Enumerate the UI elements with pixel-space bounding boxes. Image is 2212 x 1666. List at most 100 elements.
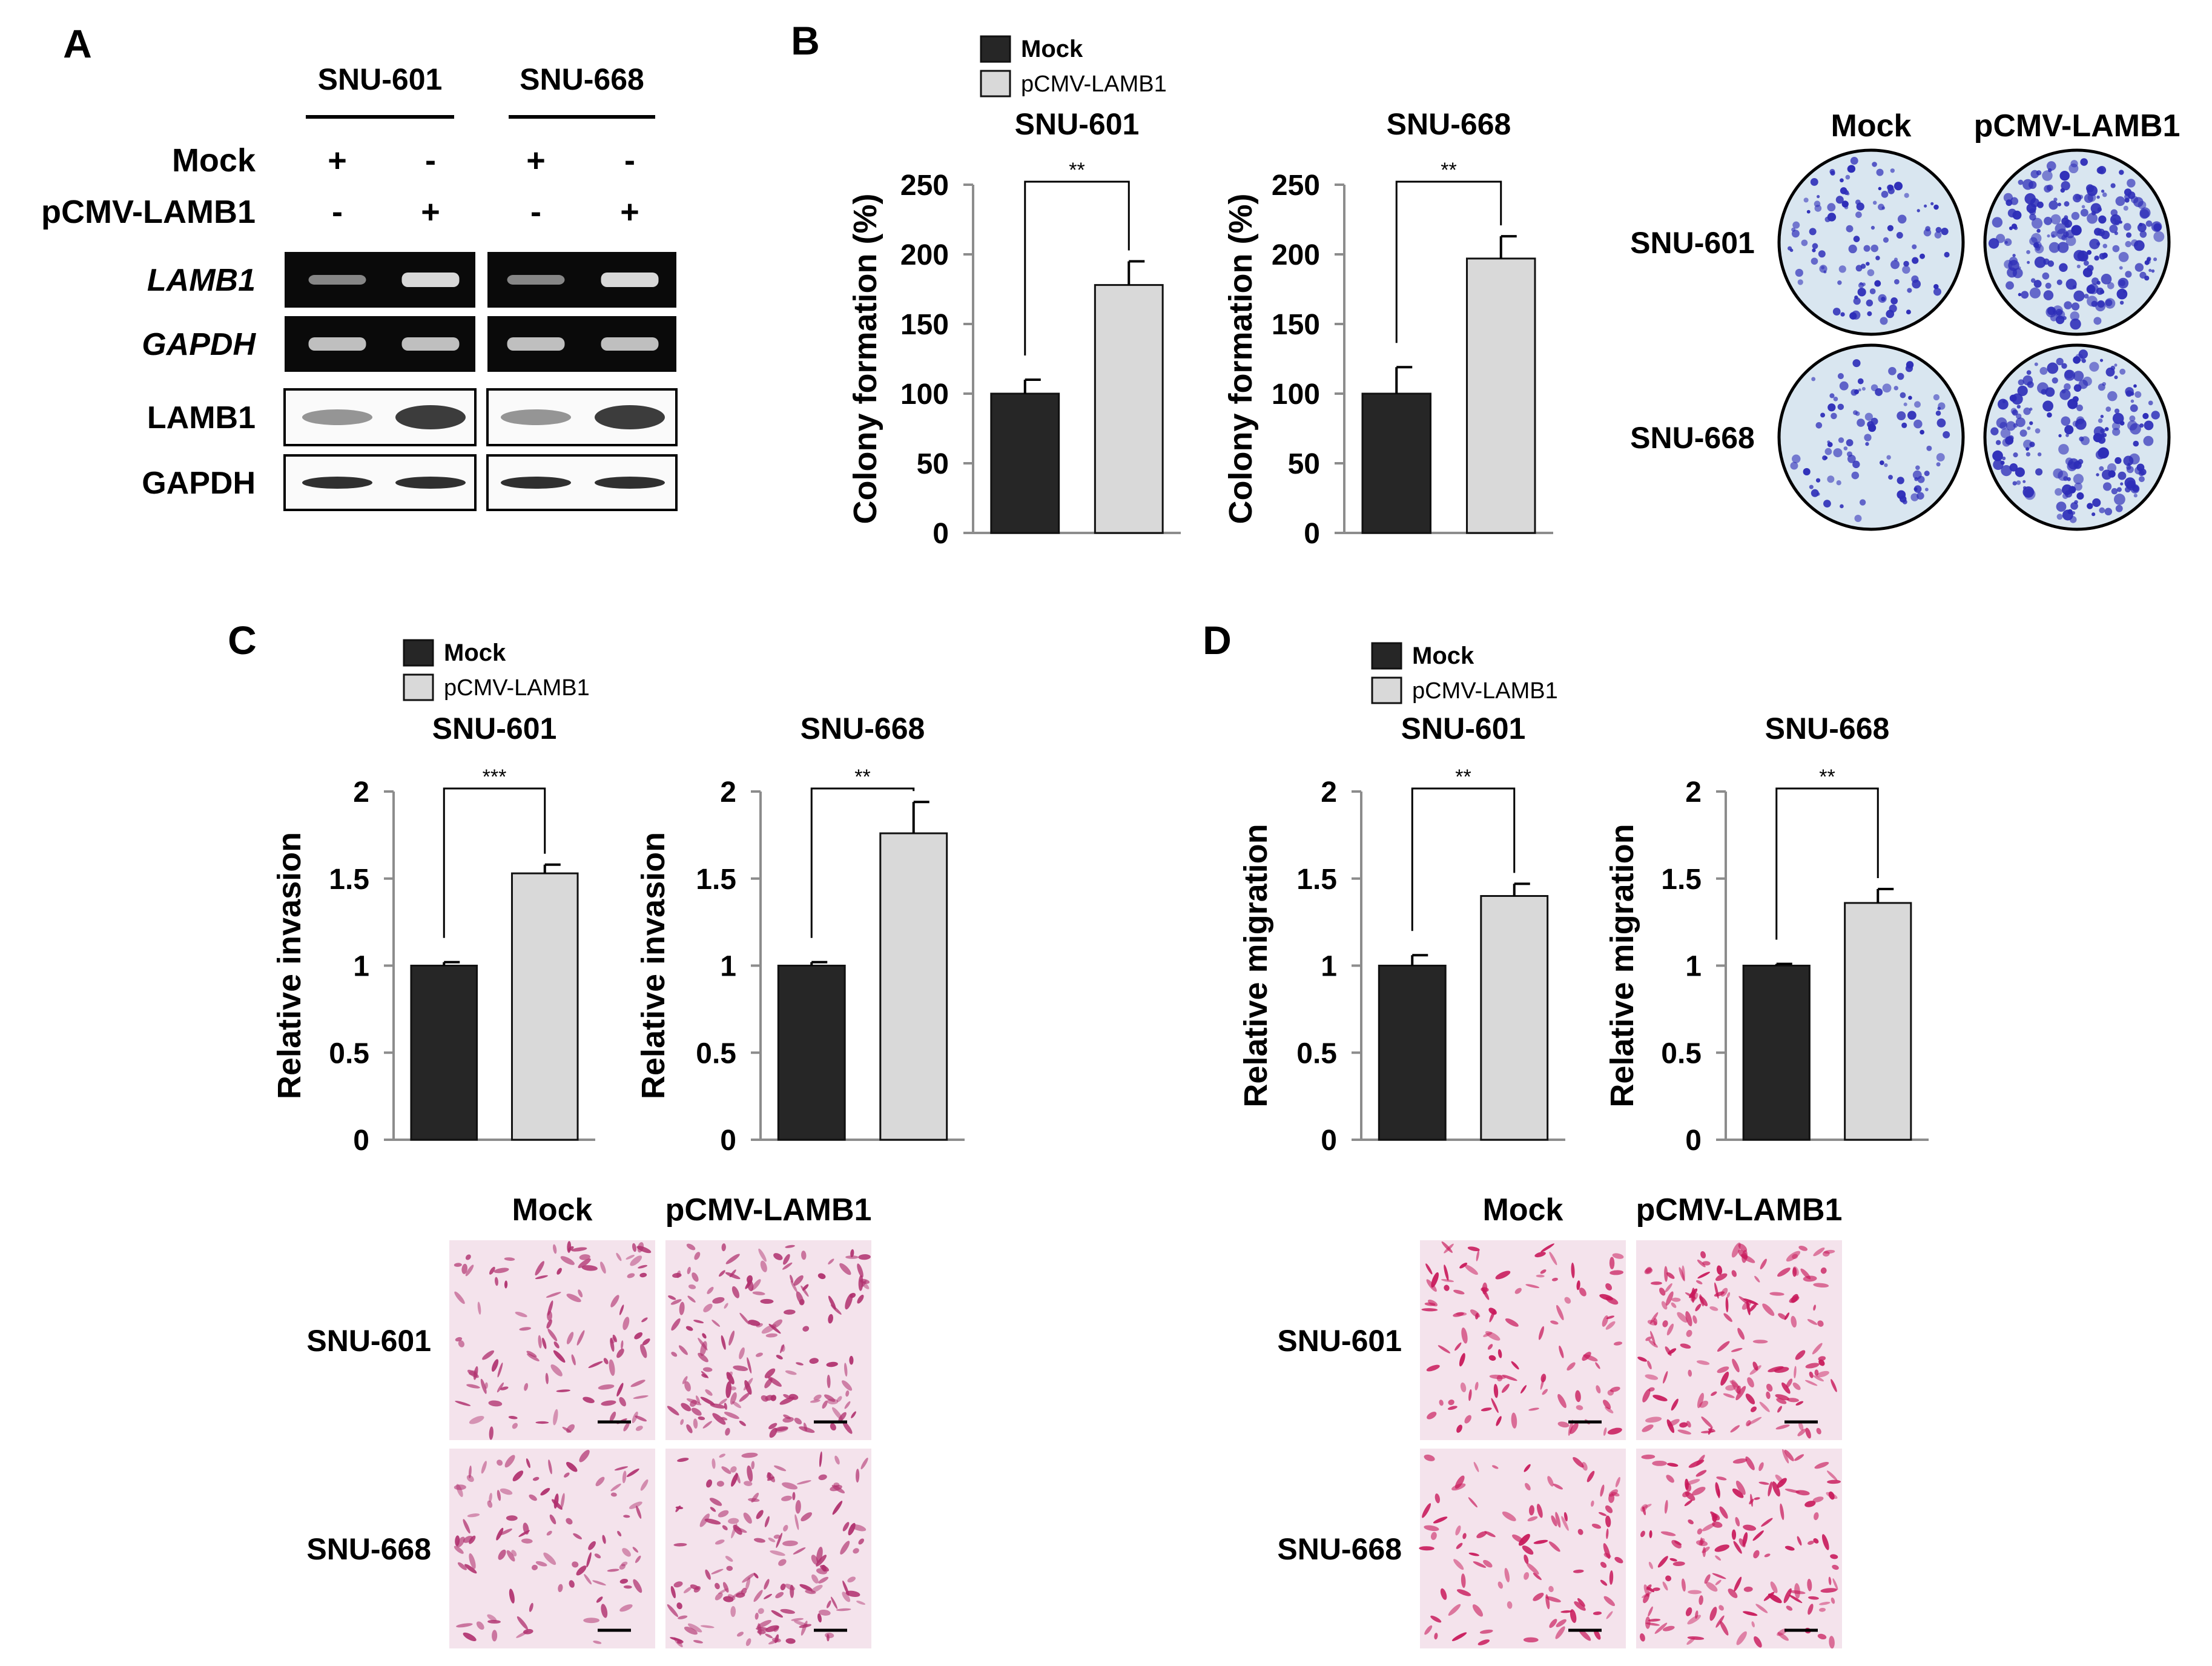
stained-cell [794, 1514, 799, 1530]
stained-cell [548, 1459, 552, 1475]
colony-dot [1850, 389, 1858, 396]
stained-cell [1809, 1371, 1814, 1378]
stained-cell [668, 1295, 676, 1300]
stained-cell [1600, 1484, 1605, 1497]
stained-cell [1777, 1406, 1782, 1413]
stained-cell [497, 1459, 503, 1466]
treatment-mark: + [421, 194, 440, 230]
colony-dot [1995, 234, 2006, 243]
stained-cell [845, 1390, 850, 1397]
stained-cell [1606, 1315, 1615, 1320]
stained-cell [1697, 1528, 1703, 1535]
stained-cell [827, 1398, 839, 1404]
stained-cell [724, 1412, 739, 1420]
stained-cell [667, 1604, 679, 1618]
stained-cell [831, 1596, 838, 1609]
stained-cell [793, 1547, 806, 1555]
stained-cell [1780, 1503, 1784, 1520]
stained-cell [1700, 1430, 1714, 1433]
stained-cell [1804, 1380, 1818, 1386]
colony-dot [1917, 209, 1920, 213]
stained-cell [1605, 1283, 1613, 1291]
stained-cell [712, 1413, 726, 1425]
colony-dot [2082, 376, 2092, 386]
significance-bracket [1411, 787, 1516, 931]
colony-dot [1853, 297, 1861, 305]
bar-pcmv-lamb1 [879, 832, 948, 1141]
stained-cell [1715, 1482, 1720, 1497]
stained-cell [1542, 1389, 1548, 1395]
stained-cell [687, 1623, 702, 1633]
stained-cell [1662, 1625, 1675, 1631]
stained-cell [842, 1421, 853, 1434]
stained-cell [1444, 1243, 1454, 1254]
colony-dot [2069, 516, 2077, 523]
stained-cell [1642, 1504, 1652, 1509]
colony-dot [1839, 381, 1849, 391]
colony-dot [2042, 400, 2054, 412]
stained-cell [1491, 1465, 1499, 1469]
stained-cell [752, 1291, 765, 1295]
stained-cell [736, 1592, 745, 1598]
stained-cell [1640, 1633, 1645, 1642]
stained-cell [774, 1465, 787, 1472]
stained-cell [688, 1284, 696, 1289]
stained-cell [469, 1553, 476, 1569]
stained-cell [641, 1317, 648, 1323]
stained-cell [640, 1479, 649, 1491]
colony-dot [2018, 379, 2024, 386]
colony-dot [1860, 263, 1866, 269]
stained-cell [1586, 1470, 1595, 1483]
colony-dot [2034, 256, 2046, 268]
colony-dot [2097, 300, 2105, 308]
stained-cell [592, 1580, 606, 1585]
stained-cell [1786, 1605, 1793, 1611]
colony-dot [1870, 384, 1878, 392]
stained-cell [711, 1568, 724, 1575]
stained-cell [1483, 1559, 1493, 1568]
bar-chart: SNU-601 Colony formation (%) 0 50 100 150 200 2… [847, 107, 1181, 550]
stained-cell [754, 1612, 759, 1620]
stained-cell [765, 1625, 779, 1632]
colony-dot [2129, 415, 2136, 422]
colony-dot [1912, 257, 1919, 264]
colony-dot [1847, 454, 1856, 463]
colony-dot [2067, 477, 2071, 481]
colony-dot [2073, 384, 2082, 392]
treatment-row-label: Mock [172, 142, 256, 179]
stained-cell [1800, 1268, 1811, 1280]
colony-dot [1906, 309, 1911, 315]
stained-cell [1818, 1607, 1826, 1612]
stained-cell [1527, 1516, 1538, 1522]
stained-cell [1781, 1382, 1791, 1394]
stained-cell [497, 1382, 504, 1393]
colony-dot [1900, 392, 1906, 398]
colony-dot [2098, 418, 2103, 423]
colony-dot [2004, 238, 2012, 246]
stained-cell [1549, 1619, 1557, 1628]
stained-cell [1648, 1387, 1655, 1392]
stained-cell [1735, 1480, 1746, 1495]
stained-cell [637, 1242, 644, 1253]
stained-cell [1511, 1412, 1517, 1429]
stained-cell [1645, 1336, 1652, 1341]
stained-cell [573, 1533, 583, 1539]
colony-dot [2016, 405, 2021, 409]
stained-cell [1606, 1611, 1613, 1619]
significance-label: ** [1441, 159, 1456, 182]
stained-cell [745, 1638, 751, 1647]
stained-cell [1424, 1525, 1439, 1532]
stained-cell [1613, 1341, 1623, 1346]
stained-cell [466, 1384, 480, 1389]
stained-cell [1468, 1389, 1472, 1401]
stained-cell [1468, 1497, 1477, 1508]
colony-dot [2123, 289, 2127, 293]
stained-cell [728, 1518, 739, 1524]
colony-dot [2116, 487, 2122, 492]
stained-cell [640, 1344, 647, 1358]
stained-cell [712, 1297, 725, 1304]
colony-dot [1936, 418, 1946, 428]
stained-cell [1422, 1503, 1431, 1518]
colony-dot [2112, 245, 2120, 253]
colony-dot [2102, 243, 2108, 249]
